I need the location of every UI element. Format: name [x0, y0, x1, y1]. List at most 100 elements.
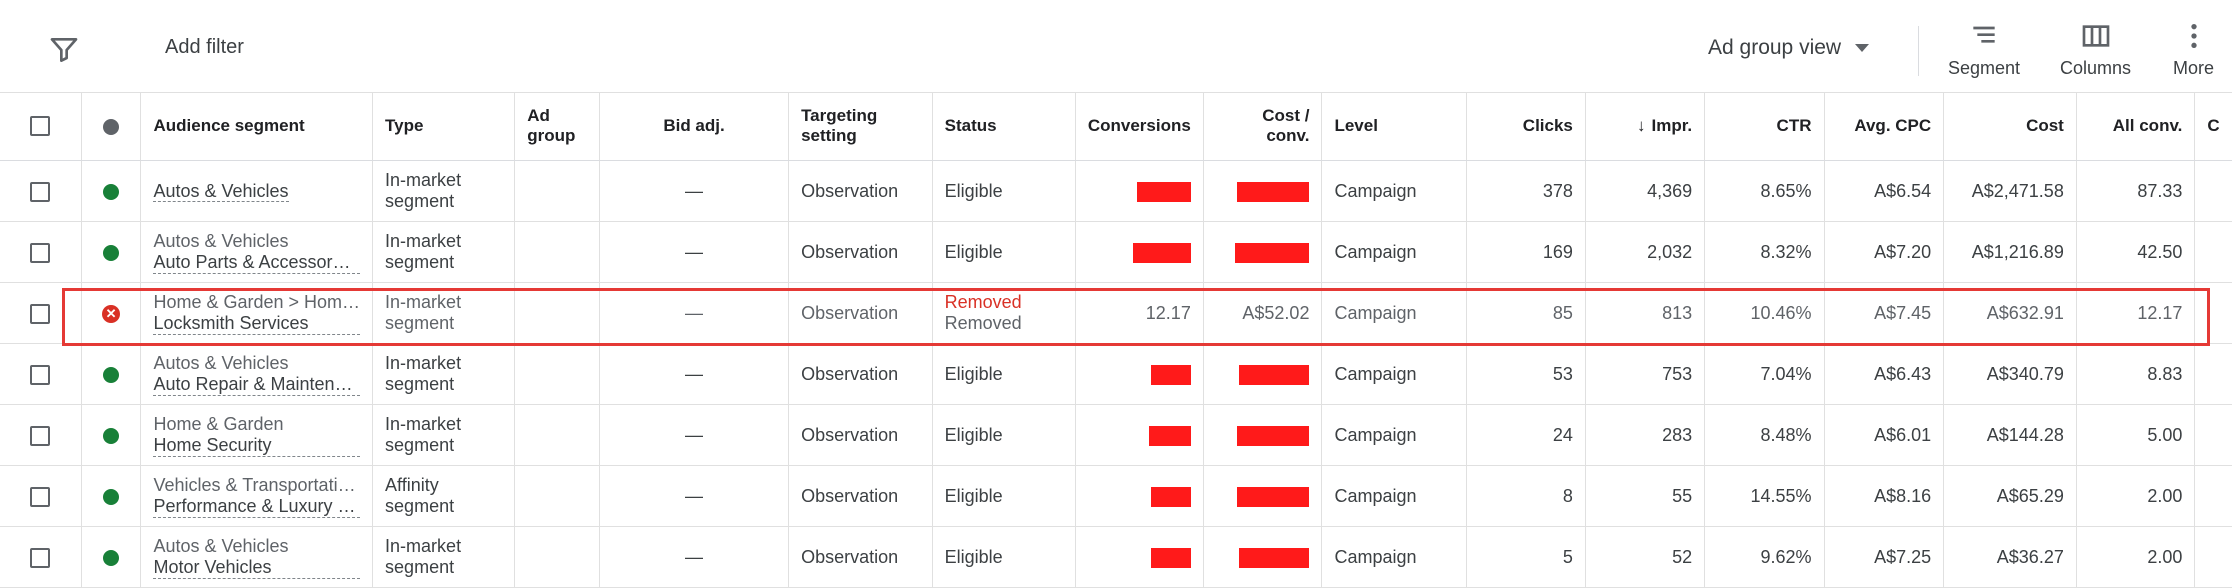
- type-line1: In-market: [385, 231, 462, 251]
- col-avg-cpc[interactable]: Avg. CPC: [1824, 92, 1945, 161]
- segment-name-link[interactable]: Motor Vehicles: [153, 557, 361, 579]
- segment-name-link[interactable]: Auto Parts & Accessor…: [153, 252, 361, 274]
- col-bid-adj[interactable]: Bid adj.: [599, 92, 790, 161]
- table-row[interactable]: Autos & Vehicles Auto Repair & Mainten… In…: [0, 343, 2232, 405]
- type-line1: In-market: [385, 292, 462, 312]
- audience-segment-cell: Autos & Vehicles Auto Parts & Accessor…: [140, 221, 374, 283]
- col-cost[interactable]: Cost: [1943, 92, 2077, 161]
- cost-conv-cell: [1203, 404, 1323, 466]
- add-filter-button[interactable]: Add filter: [165, 36, 244, 58]
- columns-icon: [2082, 25, 2109, 47]
- status-text: Eligible: [944, 180, 1003, 201]
- row-checkbox-cell[interactable]: [0, 160, 82, 222]
- all-conv-cell: 12.17: [2076, 282, 2196, 344]
- bid-adj-cell[interactable]: —: [599, 526, 790, 588]
- status-text: Eligible: [944, 241, 1003, 262]
- segment-name-link[interactable]: Autos & Vehicles: [153, 180, 289, 202]
- segment-name-link[interactable]: Home Security: [153, 435, 361, 457]
- row-checkbox-cell[interactable]: [0, 404, 82, 466]
- table-row[interactable]: Autos & Vehicles Motor Vehicles In-market s…: [0, 526, 2232, 588]
- columns-button[interactable]: Columns: [2060, 20, 2131, 79]
- row-checkbox[interactable]: [30, 364, 51, 385]
- status-cell: Eligible: [932, 526, 1076, 588]
- row-checkbox-cell[interactable]: [0, 282, 82, 344]
- col-audience-segment[interactable]: Audience segment: [140, 92, 374, 161]
- table-row[interactable]: Vehicles & Transportati… Performance & Lu…: [0, 465, 2232, 527]
- table-row[interactable]: ✕ Home & Garden > Hom… Locksmith Services I…: [0, 282, 2232, 344]
- impr-cell: 52: [1585, 526, 1706, 588]
- col-impr[interactable]: ↓ Impr.: [1585, 92, 1706, 161]
- more-button[interactable]: More: [2173, 20, 2214, 79]
- row-checkbox[interactable]: [30, 303, 51, 324]
- redacted-block: [1150, 364, 1191, 385]
- type-cell: Affinity segment: [372, 465, 516, 527]
- segment-button[interactable]: Segment: [1948, 20, 2020, 79]
- ad-group-view-dropdown[interactable]: Ad group view: [1708, 36, 1870, 60]
- redacted-block: [1150, 547, 1191, 568]
- col-cost-per-conv[interactable]: Cost / conv.: [1203, 92, 1323, 161]
- col-status[interactable]: Status: [932, 92, 1076, 161]
- table-row[interactable]: Autos & Vehicles In-market segment — Observa…: [0, 160, 2232, 222]
- row-checkbox[interactable]: [30, 547, 51, 568]
- row-checkbox[interactable]: [30, 181, 51, 202]
- eligible-status-dot: [103, 244, 120, 261]
- segment-name-link[interactable]: Locksmith Services: [153, 313, 361, 335]
- table-row[interactable]: Autos & Vehicles Auto Parts & Accessor… In…: [0, 221, 2232, 283]
- col-all-conv[interactable]: All conv.: [2076, 92, 2196, 161]
- audience-segment-cell: Autos & Vehicles Auto Repair & Mainten…: [140, 343, 374, 405]
- col-type[interactable]: Type: [372, 92, 516, 161]
- bid-adj-cell[interactable]: —: [599, 465, 790, 527]
- conversions-cell: [1075, 526, 1204, 588]
- col-impr-label: Impr.: [1651, 116, 1693, 135]
- col-clicks[interactable]: Clicks: [1466, 92, 1586, 161]
- level-cell: Campaign: [1321, 343, 1467, 405]
- bid-adj-cell[interactable]: —: [599, 343, 790, 405]
- row-checkbox-cell[interactable]: [0, 343, 82, 405]
- sort-descending-icon: ↓: [1637, 116, 1646, 135]
- row-checkbox[interactable]: [30, 425, 51, 446]
- col-level[interactable]: Level: [1321, 92, 1467, 161]
- partial-cell: [2194, 343, 2232, 405]
- col-ctr[interactable]: CTR: [1704, 92, 1825, 161]
- ad-group-cell: [514, 282, 601, 344]
- col-ad-group-line2: group: [527, 126, 576, 145]
- table-row[interactable]: Home & Garden Home Security In-market segme…: [0, 404, 2232, 466]
- type-line1: In-market: [385, 170, 462, 190]
- bid-adj-cell[interactable]: —: [599, 221, 790, 283]
- segment-name-link[interactable]: Performance & Luxury …: [153, 496, 361, 518]
- type-cell: In-market segment: [372, 404, 516, 466]
- type-line1: In-market: [385, 536, 462, 556]
- col-conversions[interactable]: Conversions: [1075, 92, 1204, 161]
- segment-category: Autos & Vehicles: [153, 230, 289, 251]
- status-filter-dot[interactable]: [103, 118, 120, 135]
- avg-cpc-cell: A$6.43: [1824, 343, 1945, 405]
- col-targeting-setting[interactable]: Targeting setting: [788, 92, 933, 161]
- row-checkbox-cell[interactable]: [0, 465, 82, 527]
- row-status-cell: [81, 160, 142, 222]
- row-checkbox[interactable]: [30, 242, 51, 263]
- audience-segment-cell: Vehicles & Transportati… Performance & Lu…: [140, 465, 374, 527]
- bid-adj-cell[interactable]: —: [599, 404, 790, 466]
- ctr-cell: 8.48%: [1704, 404, 1825, 466]
- select-all-checkbox[interactable]: [30, 116, 51, 137]
- header-row: Audience segment Type Ad group Bid adj. T…: [0, 92, 2232, 161]
- bid-adj-cell[interactable]: —: [599, 160, 790, 222]
- col-ad-group[interactable]: Ad group: [514, 92, 601, 161]
- audience-segment-cell: Home & Garden > Hom… Locksmith Services: [140, 282, 374, 344]
- removed-status-icon: ✕: [102, 304, 121, 323]
- filter-icon[interactable]: [48, 34, 80, 66]
- ctr-cell: 7.04%: [1704, 343, 1825, 405]
- segment-category: Home & Garden: [153, 413, 284, 434]
- row-checkbox-cell[interactable]: [0, 221, 82, 283]
- row-checkbox-cell[interactable]: [0, 526, 82, 588]
- select-all-checkbox-cell[interactable]: [0, 92, 82, 161]
- row-status-cell: [81, 404, 142, 466]
- bid-adj-cell[interactable]: —: [599, 282, 790, 344]
- col-partial[interactable]: C: [2194, 92, 2232, 161]
- targeting-cell: Observation: [788, 343, 933, 405]
- row-checkbox[interactable]: [30, 486, 51, 507]
- cost-conv-cell: [1203, 160, 1323, 222]
- all-conv-cell: 8.83: [2076, 343, 2196, 405]
- segment-name-link[interactable]: Auto Repair & Mainten…: [153, 374, 361, 396]
- conversions-cell: [1075, 465, 1204, 527]
